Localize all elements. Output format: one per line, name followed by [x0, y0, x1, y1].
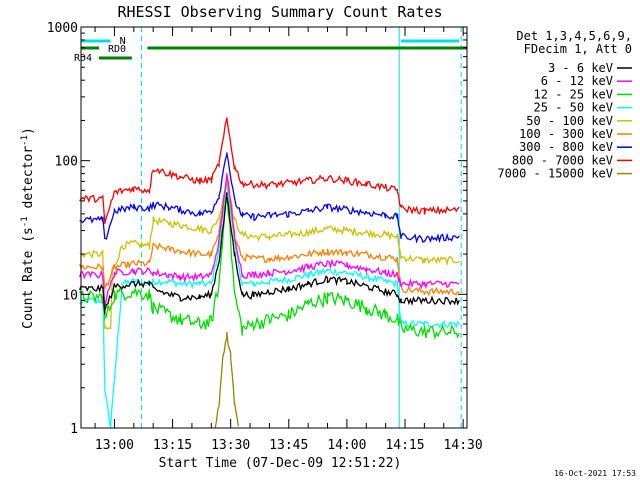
y-axis-label-exponent: -1: [20, 135, 30, 146]
legend-entry-label: 6 - 12 keV: [541, 74, 613, 88]
plot-frame: [80, 26, 468, 429]
night-label: N: [120, 36, 126, 47]
y-tick-label: 100: [55, 155, 78, 170]
series-line: [79, 194, 460, 341]
series-line: [79, 117, 460, 225]
x-tick-label: 14:00: [327, 438, 366, 453]
series-line: [78, 173, 460, 307]
y-axis-label-part: Count Rate (s: [21, 227, 36, 329]
series-line: [214, 331, 240, 429]
x-tick-label: 13:45: [269, 438, 308, 453]
rd0-label: RD0: [108, 44, 126, 55]
y-tick-label: 10: [62, 288, 78, 303]
rd4-label: RD4: [74, 53, 92, 64]
legend-entry-label: 300 - 800 keV: [519, 140, 613, 154]
series-line: [79, 180, 460, 331]
legend-header: Det 1,3,4,5,6,9,: [516, 29, 632, 43]
footer-timestamp: 16-Oct-2021 17:53: [554, 469, 636, 478]
legend-entry-label: 12 - 25 keV: [534, 87, 613, 101]
series-line: [79, 152, 460, 244]
legend-entry-label: 3 - 6 keV: [548, 61, 613, 75]
y-axis-label: Count Rate (s-1 detector-1): [20, 127, 36, 329]
legend-entry-label: 100 - 300 keV: [519, 127, 613, 141]
x-tick-label: 13:30: [211, 438, 250, 453]
legend-entry-label: 50 - 100 keV: [526, 114, 613, 128]
x-axis: 13:00 13:15 13:30 13:45 14:00 14:15 14:30: [94, 27, 483, 453]
x-tick-label: 14:15: [385, 438, 424, 453]
series-line: [79, 181, 460, 429]
y-axis-label-part: ): [21, 127, 36, 135]
legend-entry-label: 800 - 7000 keV: [512, 153, 613, 167]
x-tick-label: 13:15: [153, 438, 192, 453]
legend-header: FDecim 1, Att 0: [524, 42, 632, 56]
y-axis-label-exponent: -1: [20, 216, 30, 227]
y-tick-label: 1: [70, 422, 78, 437]
x-tick-label: 14:30: [444, 438, 483, 453]
x-tick-label: 13:00: [95, 438, 134, 453]
legend: Det 1,3,4,5,6,9, FDecim 1, Att 0 3 - 6 k…: [497, 29, 632, 181]
x-axis-label: Start Time (07-Dec-09 12:51:22): [159, 456, 402, 471]
legend-entry-label: 7000 - 15000 keV: [497, 167, 613, 181]
chart-title: RHESSI Observing Summary Count Rates: [117, 3, 442, 21]
y-tick-label: 1000: [47, 21, 78, 36]
y-axis: 1 10 100 1000: [47, 21, 467, 437]
legend-entry-label: 25 - 50 keV: [534, 101, 613, 115]
series-line: [78, 192, 460, 315]
series-line: [78, 176, 460, 297]
y-axis-label-part: detector: [21, 146, 36, 217]
